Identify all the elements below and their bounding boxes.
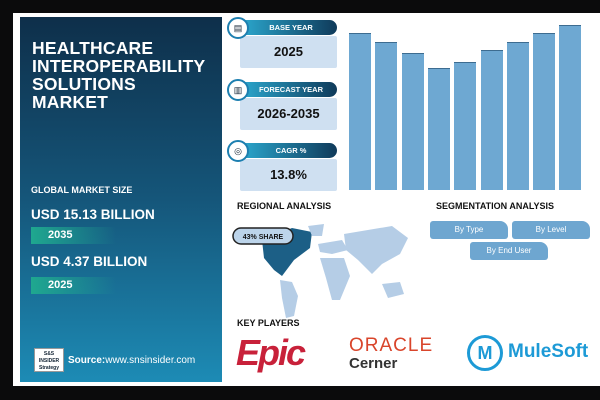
market-value-2035: USD 15.13 BILLION [31,207,155,222]
segment-by-level[interactable]: By Level [512,221,590,239]
title-line: MARKET [32,92,109,112]
oracle-logo: ORACLE [349,335,434,356]
bar [506,42,529,190]
epic-logo: Epic [236,332,306,373]
bar [480,50,503,190]
segment-by-type[interactable]: By Type [430,221,508,239]
page-title: HEALTHCARE INTEROPERABILITY SOLUTIONS MA… [32,39,205,111]
bar [401,53,424,190]
mulesoft-icon: M [467,335,503,371]
source: S&S INSIDER Strategy Source:www.snsinsider… [34,348,195,372]
segmentation-title: SEGMENTATION ANALYSIS [436,201,555,211]
chart-icon: ▥ [227,79,249,101]
left-panel: HEALTHCARE INTEROPERABILITY SOLUTIONS MA… [20,17,222,382]
cagr-value: 13.8% [240,159,337,191]
regional-analysis-title: REGIONAL ANALYSIS [237,201,332,211]
bar [454,62,477,190]
bar [559,25,582,190]
share-badge: 43% SHARE [243,234,284,241]
source-url[interactable]: www.snsinsider.com [105,354,196,366]
key-players-title: KEY PLAYERS [237,318,300,328]
base-year-value: 2025 [240,36,337,68]
market-size-label: GLOBAL MARKET SIZE [31,185,133,195]
bar [349,33,371,190]
year-badge-2025: 2025 [31,277,116,294]
forecast-year-header: FORECAST YEAR [245,82,337,97]
market-value-2025: USD 4.37 BILLION [31,254,148,269]
bar [427,68,450,190]
cerner-logo: Cerner [349,355,398,372]
title-line: INTEROPERABILITY [32,56,206,76]
bar [533,33,556,190]
source-label: Source: [68,354,106,366]
target-icon: ◎ [227,140,249,162]
mulesoft-logo: MuleSoft [508,341,589,362]
base-year-header: BASE YEAR [245,20,337,35]
forecast-year-value: 2026-2035 [240,98,337,130]
document-icon: ▤ [227,17,249,39]
world-map: 43% SHARE [232,224,408,318]
cagr-header: CAGR % [245,143,337,158]
year-badge-2035: 2035 [31,227,116,244]
bar [375,42,398,190]
sns-insider-logo: S&S INSIDER Strategy [34,348,64,372]
title-line: SOLUTIONS [32,74,136,94]
title-line: HEALTHCARE [32,38,154,58]
segment-by-end-user[interactable]: By End User [470,242,548,260]
